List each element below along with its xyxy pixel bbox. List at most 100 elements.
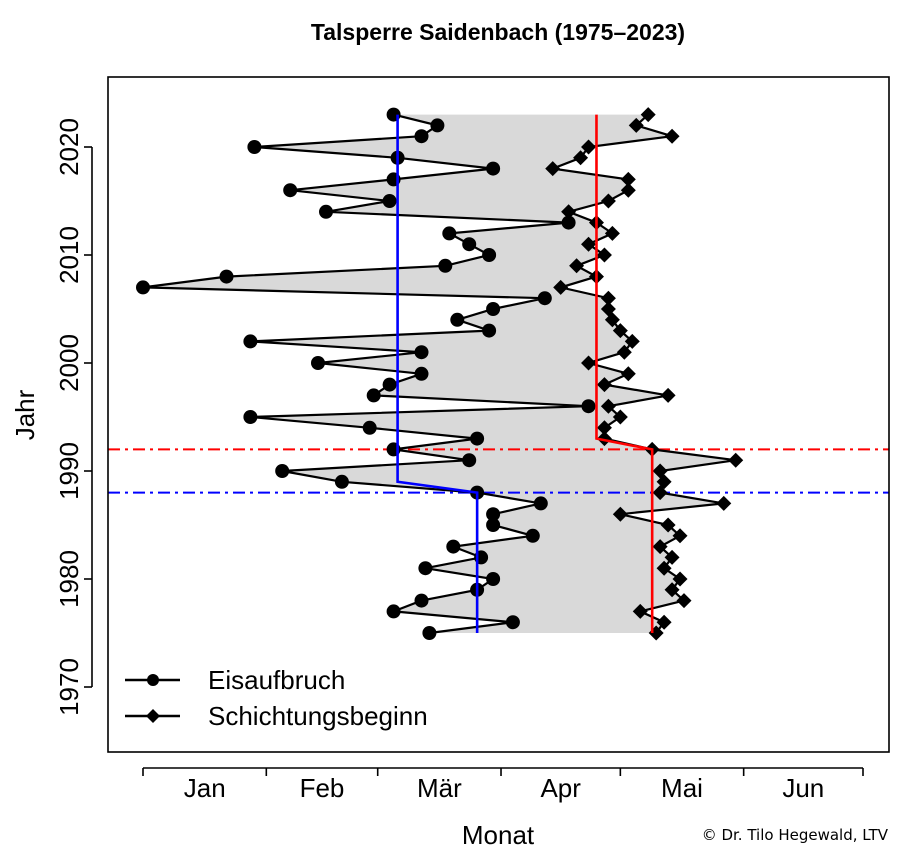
point-eisaufbruch-1999 [414,366,429,381]
point-schichtungsbeginn-1980 [672,571,688,587]
x-tick-label-Jun: Jun [782,773,824,803]
legend-label-schichtungsbeginn: Schichtungsbeginn [208,701,428,731]
point-schichtungsbeginn-1993 [596,431,612,447]
point-schichtungsbeginn-2009 [569,258,585,274]
y-tick-label-1980: 1980 [54,550,84,608]
point-eisaufbruch-2004 [450,312,465,327]
point-schichtungsbeginn-1978 [676,593,692,609]
point-schichtungsbeginn-2019 [573,150,589,166]
point-schichtungsbeginn-2015 [600,193,616,209]
point-eisaufbruch-1994 [362,420,377,435]
point-eisaufbruch-2001 [414,345,429,360]
point-schichtungsbeginn-1987 [716,495,732,511]
point-eisaufbruch-2007 [136,280,150,295]
point-schichtungsbeginn-1990 [652,463,668,479]
point-schichtungsbeginn-2022 [628,117,644,133]
point-eisaufbruch-1980 [486,572,501,586]
point-eisaufbruch-2005 [486,302,501,316]
x-tick-label-Mai: Mai [661,773,703,803]
point-eisaufbruch-2002 [243,334,258,349]
point-eisaufbruch-2022 [430,118,445,133]
legend-marker-circle [147,674,159,686]
point-eisaufbruch-2012 [442,226,457,241]
point-schichtungsbeginn-1983 [652,539,668,555]
y-tick-label-1970: 1970 [54,658,84,716]
point-eisaufbruch-1978 [414,593,429,608]
x-tick-label-Apr: Apr [540,773,581,803]
point-eisaufbruch-1998 [382,377,397,392]
point-schichtungsbeginn-2002 [624,333,640,349]
point-schichtungsbeginn-2000 [581,355,597,371]
point-eisaufbruch-2021 [414,129,429,144]
point-schichtungsbeginn-1999 [620,366,636,382]
point-schichtungsbeginn-1995 [612,409,628,425]
point-schichtungsbeginn-2003 [612,323,628,339]
point-eisaufbruch-1989 [334,474,349,489]
point-eisaufbruch-2003 [482,323,497,338]
y-tick-label-2020: 2020 [54,118,84,176]
y-tick-label-2010: 2010 [54,226,84,284]
point-schichtungsbeginn-2006 [600,290,616,306]
point-eisaufbruch-1977 [386,604,401,619]
point-schichtungsbeginn-1981 [656,560,672,576]
point-eisaufbruch-1986 [486,507,501,522]
point-eisaufbruch-2015 [382,194,397,208]
x-axis-title: Monat [462,820,535,850]
point-eisaufbruch-1976 [505,615,520,630]
point-eisaufbruch-2011 [462,237,477,252]
point-schichtungsbeginn-1997 [660,387,676,403]
x-tick-label-Mär: Mär [417,773,462,803]
point-schichtungsbeginn-1982 [664,549,680,565]
copyright-note: © Dr. Tilo Hegewald, LTV [702,826,889,844]
point-schichtungsbeginn-1979 [664,582,680,598]
point-eisaufbruch-2008 [219,269,234,284]
point-eisaufbruch-2018 [486,161,501,176]
point-schichtungsbeginn-1998 [596,377,612,393]
point-schichtungsbeginn-2023 [640,107,656,123]
point-schichtungsbeginn-1977 [632,603,648,619]
point-schichtungsbeginn-1984 [672,528,688,544]
mean-line-eisaufbruch [396,114,479,633]
point-schichtungsbeginn-2005 [600,301,616,317]
point-schichtungsbeginn-2021 [664,128,680,144]
point-schichtungsbeginn-2007 [553,279,569,295]
point-schichtungsbeginn-2016 [620,182,636,198]
point-schichtungsbeginn-2017 [620,171,636,187]
point-schichtungsbeginn-2012 [604,225,620,241]
y-tick-label-1990: 1990 [54,442,84,500]
point-eisaufbruch-1996 [581,399,596,414]
legend-label-eisaufbruch: Eisaufbruch [208,665,345,695]
point-schichtungsbeginn-2001 [616,344,632,360]
plot-frame [107,76,890,753]
mean-line-schichtungsbeginn [595,114,654,633]
point-eisaufbruch-2009 [438,258,453,273]
point-eisaufbruch-2020 [247,140,262,154]
point-eisaufbruch-2006 [537,291,552,306]
point-schichtungsbeginn-1986 [612,506,628,522]
point-eisaufbruch-2014 [319,204,333,219]
point-schichtungsbeginn-2014 [561,204,577,220]
point-schichtungsbeginn-1991 [728,452,744,468]
y-axis: 1970 1980 1990 2000 2010 2020 [54,118,93,716]
y-tick-label-2000: 2000 [54,334,84,392]
point-eisaufbruch-1983 [446,539,461,554]
point-schichtungsbeginn-1985 [660,517,676,533]
point-schichtungsbeginn-2018 [545,161,561,177]
legend: Eisaufbruch Schichtungsbeginn [125,665,428,731]
point-eisaufbruch-1995 [243,410,258,424]
point-eisaufbruch-1981 [418,561,433,576]
point-eisaufbruch-1993 [470,431,485,446]
point-schichtungsbeginn-2020 [581,139,597,155]
x-axis: Jan Feb Mär Apr Mai Jun [142,767,864,803]
point-eisaufbruch-1997 [366,388,381,403]
band-area [143,114,736,634]
point-eisaufbruch-2000 [311,356,325,370]
shaded-band [143,114,736,634]
point-eisaufbruch-1991 [462,453,477,468]
chart-title: Talsperre Saidenbach (1975–2023) [311,19,685,45]
point-eisaufbruch-2013 [561,215,576,230]
point-eisaufbruch-2016 [283,183,298,198]
point-schichtungsbeginn-1994 [596,420,612,436]
x-tick-label-Feb: Feb [300,773,345,803]
